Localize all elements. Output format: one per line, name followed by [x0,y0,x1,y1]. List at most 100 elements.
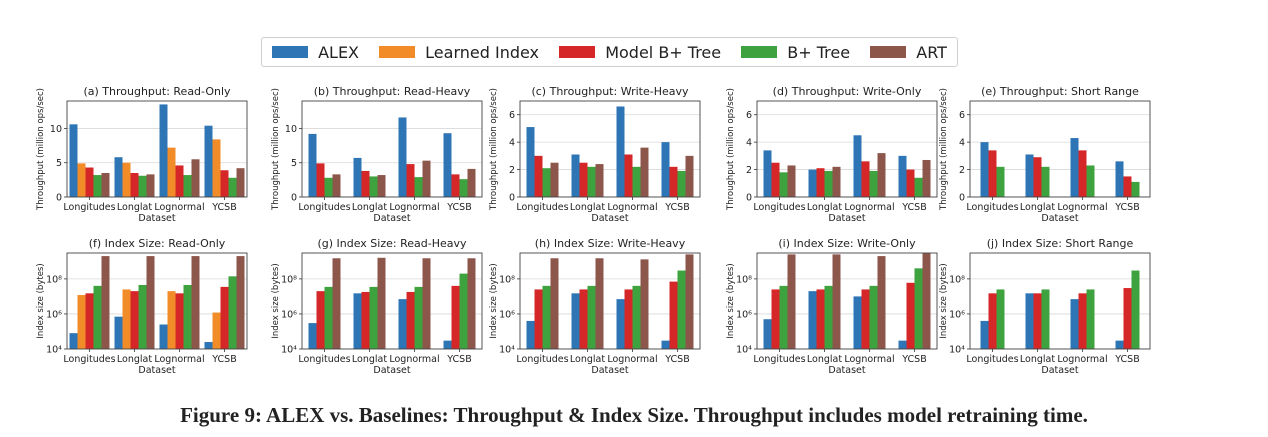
bar [632,285,641,349]
chart-panel: 10⁴ 10⁶ 10⁸ Longitudes Longlat Lognormal YCSB (… [726,237,938,376]
y-axis-label: Index size (bytes) [271,263,281,338]
bar [93,175,102,197]
legend-item: B+ Tree [741,43,850,62]
plot-frame [301,100,483,198]
y-tick-label: 10⁶ [46,309,62,320]
x-tick-label: Lognormal [844,202,894,213]
bar [422,258,431,349]
y-tick-label: 0 [746,193,752,204]
x-tick-label: Longitudes [753,354,805,365]
bar [183,284,192,349]
bar [869,170,878,197]
bar [398,299,407,349]
y-tick-label: 10⁶ [949,309,965,320]
legend-label: B+ Tree [787,42,851,62]
x-tick-label: Lognormal [1057,354,1107,365]
x-tick-label: Longitudes [516,202,568,213]
x-tick-label: Longlat [807,354,842,365]
bar [526,127,535,197]
bar [101,256,110,349]
bar [808,291,817,349]
x-axis-label: Dataset [591,213,628,224]
bar [369,286,378,349]
bar [1086,165,1095,197]
y-tick-label: 6 [746,110,752,121]
bar [624,154,633,197]
y-tick-label: 10⁴ [281,345,297,356]
chart-panel: 10⁴ 10⁶ 10⁸ Longitudes Longlat Lognormal YCSB (… [271,237,483,376]
y-axis-label: Throughput (million ops/sec) [271,88,281,211]
y-tick-label: 6 [959,110,965,121]
bar [1033,157,1042,197]
bar [308,323,317,349]
bar [77,163,86,197]
bar [824,285,833,349]
plot-frame [301,252,483,350]
legend-swatch [870,46,907,58]
bar [787,165,796,197]
bar [167,147,176,197]
chart-panel: 0 2 4 6 Longitudes Longlat Lognormal YCSB (e) Th… [939,85,1151,224]
y-tick-label: 10⁸ [736,274,752,285]
legend-swatch [741,46,778,58]
x-tick-label: Longlat [570,354,605,365]
y-tick-label: 10⁴ [499,345,515,356]
bar [93,285,102,349]
bar [69,333,78,349]
plot-frame [519,100,701,198]
bar [579,162,588,197]
x-tick-label: Longlat [117,354,152,365]
chart-panel: 0 2 4 6 Longitudes Longlat Lognormal YCSB (d) Th… [726,85,938,224]
bar [377,257,386,349]
bar [85,293,94,349]
y-tick-label: 10 [285,124,297,135]
bar [377,175,386,197]
bar [138,175,147,197]
x-tick-label: YCSB [901,202,926,213]
bar [587,285,596,349]
x-tick-label: Lognormal [607,202,657,213]
bar [922,253,931,349]
y-tick-label: 10⁶ [736,309,752,320]
panel-title: (i) Index Size: Write-Only [778,237,916,250]
bar [1078,293,1087,349]
bar [324,286,333,349]
bar [451,285,460,349]
x-tick-label: YCSB [901,354,926,365]
y-tick-label: 5 [56,158,62,169]
bar [534,289,543,349]
bar [1123,176,1132,197]
bar [1086,289,1095,349]
bar [669,281,678,349]
plot-frame [519,252,701,350]
legend-swatch [272,46,309,58]
panel-title: (f) Index Size: Read-Only [89,237,226,250]
bar [571,293,580,349]
bar [526,320,535,349]
bar [685,254,694,349]
chart-panel: 0 5 10 Longitudes Longlat Lognormal YCSB (a) Th… [36,85,248,224]
bar [212,139,221,197]
panel-title: (d) Throughput: Write-Only [773,85,922,98]
y-tick-label: 10⁸ [281,274,297,285]
bar [332,258,341,349]
x-tick-label: YCSB [211,202,236,213]
legend-item: Model B+ Tree [559,43,721,62]
bar [459,179,468,197]
bar [353,157,362,197]
bar [824,170,833,197]
legend-swatch [559,46,596,58]
bar [414,177,423,197]
bar [771,162,780,197]
bar [191,159,200,197]
x-tick-label: Longitudes [966,354,1018,365]
panel-title: (g) Index Size: Read-Heavy [317,237,467,250]
bar [542,285,551,349]
bar [69,124,78,197]
bar [787,254,796,349]
bar [571,154,580,197]
bar [1131,181,1140,197]
plot-frame [969,100,1151,198]
y-tick-label: 10⁸ [46,274,62,285]
bar [308,133,317,197]
